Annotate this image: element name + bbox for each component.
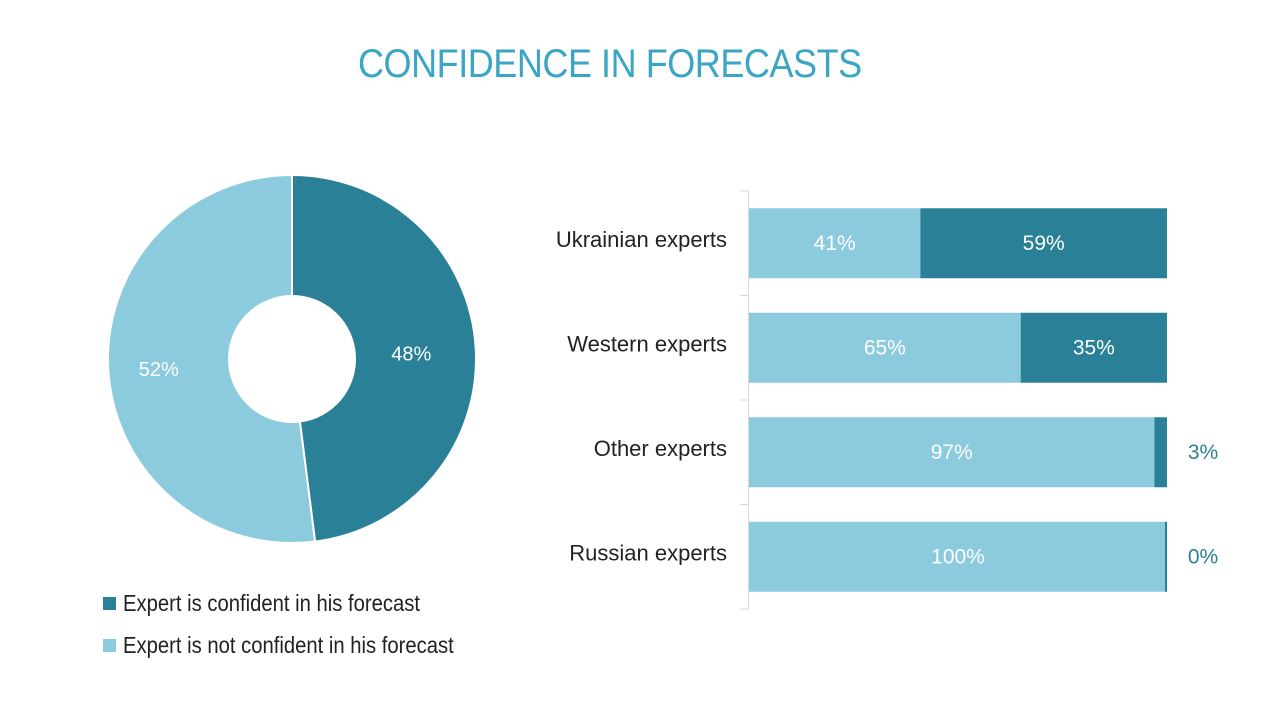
bar-segment-not-confident	[749, 208, 921, 279]
legend-swatch-not-confident	[103, 638, 116, 652]
bar-segment-not-confident	[749, 417, 1155, 488]
bar-segment-not-confident	[749, 521, 1167, 592]
legend-item-confident: Expert is confident in his forecast	[103, 582, 499, 624]
bar-label-not-confident: 97%	[931, 441, 973, 464]
donut-label-not-confident: 52%	[139, 359, 179, 381]
bar-label-confident: 3%	[1188, 441, 1218, 464]
bar-label-confident: 59%	[1023, 232, 1065, 255]
legend-item-not-confident: Expert is not confident in his forecast	[103, 624, 499, 666]
category-label: Ukrainian experts	[556, 227, 727, 252]
bar-label-confident: 35%	[1073, 336, 1115, 359]
category-label: Other experts	[594, 436, 727, 461]
donut-slice-not-confident	[106, 173, 317, 544]
bar-label-not-confident: 65%	[864, 336, 906, 359]
bar-segment-confident	[1020, 312, 1167, 383]
donut-chart: 48% 52%	[106, 173, 477, 544]
page-title: CONFIDENCE IN FORECASTS	[358, 42, 862, 86]
donut-label-confident: 48%	[391, 344, 431, 366]
category-label: Western experts	[567, 332, 727, 357]
bar-label-confident: 0%	[1188, 545, 1218, 568]
legend: Expert is confident in his forecast Expe…	[103, 582, 499, 666]
bar-segment-not-confident	[749, 312, 1021, 383]
legend-label-not-confident: Expert is not confident in his forecast	[123, 631, 454, 658]
category-label: Russian experts	[569, 541, 727, 566]
bar-segment-confident	[1154, 417, 1167, 488]
donut-slice-confident	[291, 173, 477, 543]
legend-label-confident: Expert is confident in his forecast	[123, 589, 420, 616]
bar-label-not-confident: 41%	[814, 232, 856, 255]
bar-label-not-confident: 100%	[931, 545, 985, 568]
bar-segment-confident	[920, 208, 1167, 279]
legend-swatch-confident	[103, 596, 116, 610]
